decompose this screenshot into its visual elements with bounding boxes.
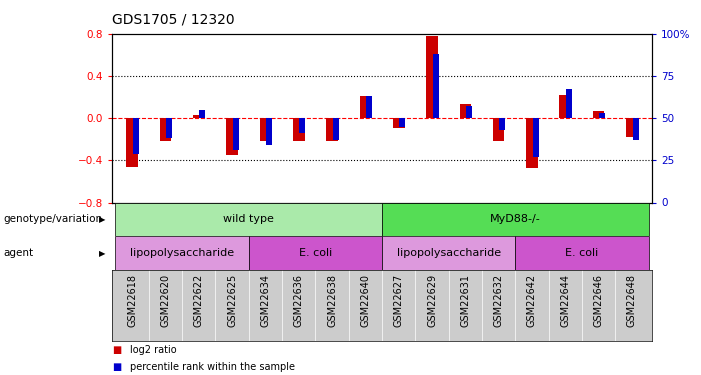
Bar [400, 118, 405, 127]
Text: GSM22642: GSM22642 [527, 274, 537, 327]
Text: genotype/variation: genotype/variation [4, 214, 102, 224]
Text: GSM22632: GSM22632 [494, 274, 503, 327]
Bar [499, 118, 505, 130]
Bar [466, 106, 472, 118]
Bar [126, 118, 138, 166]
Text: wild type: wild type [224, 214, 274, 224]
Text: GSM22636: GSM22636 [294, 274, 304, 327]
Bar [199, 110, 205, 118]
Bar [266, 118, 272, 145]
Bar [293, 118, 304, 141]
Text: GSM22634: GSM22634 [261, 274, 271, 327]
Bar [566, 90, 572, 118]
Bar [299, 118, 306, 134]
Text: GSM22646: GSM22646 [594, 274, 604, 327]
Bar [393, 118, 404, 128]
Bar [249, 236, 382, 270]
Bar [116, 236, 249, 270]
Bar [533, 118, 538, 157]
Bar [193, 115, 205, 118]
Bar [515, 236, 648, 270]
Text: agent: agent [4, 248, 34, 258]
Text: GSM22618: GSM22618 [127, 274, 137, 327]
Bar [460, 104, 471, 118]
Text: GSM22640: GSM22640 [360, 274, 370, 327]
Bar [333, 118, 339, 140]
Bar [360, 96, 372, 118]
Bar [382, 236, 515, 270]
Bar [599, 113, 605, 118]
Bar [166, 118, 172, 138]
Bar [559, 95, 571, 118]
Text: log2 ratio: log2 ratio [130, 345, 177, 355]
Bar [233, 118, 239, 150]
Text: GSM22620: GSM22620 [161, 274, 170, 327]
Text: GSM22625: GSM22625 [227, 274, 237, 327]
Text: GSM22644: GSM22644 [560, 274, 571, 327]
Text: ■: ■ [112, 362, 121, 372]
Bar [593, 111, 604, 118]
Text: GSM22638: GSM22638 [327, 274, 337, 327]
Text: percentile rank within the sample: percentile rank within the sample [130, 362, 294, 372]
Text: MyD88-/-: MyD88-/- [490, 214, 540, 224]
Bar [366, 96, 372, 118]
Bar [160, 118, 171, 141]
Bar [626, 118, 638, 137]
Text: GSM22631: GSM22631 [461, 274, 470, 327]
Bar [226, 118, 238, 155]
Text: ■: ■ [112, 345, 121, 355]
Bar [116, 202, 382, 236]
Bar [426, 36, 438, 118]
Bar [382, 202, 648, 236]
Text: GSM22622: GSM22622 [193, 274, 204, 327]
Text: GSM22627: GSM22627 [394, 274, 404, 327]
Text: E. coli: E. coli [299, 248, 332, 258]
Text: E. coli: E. coli [565, 248, 599, 258]
Text: GDS1705 / 12320: GDS1705 / 12320 [112, 12, 235, 26]
Bar [259, 118, 271, 141]
Bar [493, 118, 505, 141]
Bar [526, 118, 538, 168]
Text: ▶: ▶ [99, 215, 105, 224]
Text: ▶: ▶ [99, 249, 105, 258]
Text: lipopolysaccharide: lipopolysaccharide [130, 248, 234, 258]
Bar [433, 54, 439, 118]
Bar [326, 118, 338, 141]
Text: GSM22648: GSM22648 [627, 274, 637, 327]
Bar [632, 118, 639, 140]
Bar [132, 118, 139, 154]
Text: GSM22629: GSM22629 [427, 274, 437, 327]
Text: lipopolysaccharide: lipopolysaccharide [397, 248, 501, 258]
